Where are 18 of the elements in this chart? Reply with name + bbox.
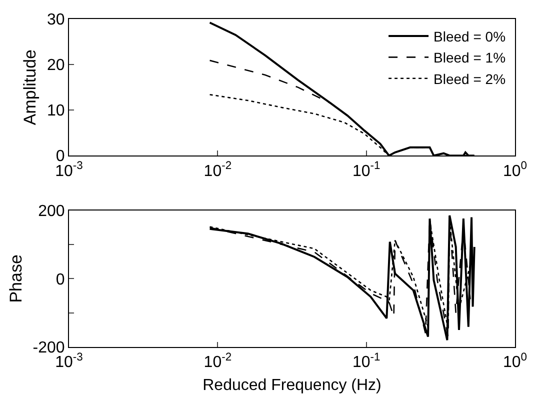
- y-tick-label: -200: [32, 340, 65, 357]
- x-tick-label: 10$^{-1}$: [352, 160, 380, 180]
- y-tick-label: 0: [56, 271, 65, 288]
- x-tick-label: 10$^{-1}$: [352, 351, 380, 372]
- y-tick-label: 20: [47, 57, 65, 74]
- y-axis-title: Phase: [6, 254, 26, 303]
- legend-label: Bleed = 0%: [434, 28, 506, 44]
- x-tick-label: 10$^{0}$: [502, 160, 528, 180]
- x-tick-label: 10$^{-2}$: [204, 160, 232, 180]
- y-tick-label: 200: [38, 202, 65, 220]
- y-axis-title: Amplitude: [20, 50, 40, 126]
- x-tick-label: 10$^{0}$: [502, 351, 528, 372]
- y-tick-label: 30: [47, 12, 65, 29]
- legend-label: Bleed = 2%: [434, 70, 506, 87]
- x-axis-title: Reduced Frequency (Hz): [202, 376, 382, 394]
- legend-label: Bleed = 1%: [434, 50, 506, 66]
- x-tick-label: 10$^{-2}$: [204, 351, 232, 372]
- y-tick-label: 10: [47, 102, 65, 120]
